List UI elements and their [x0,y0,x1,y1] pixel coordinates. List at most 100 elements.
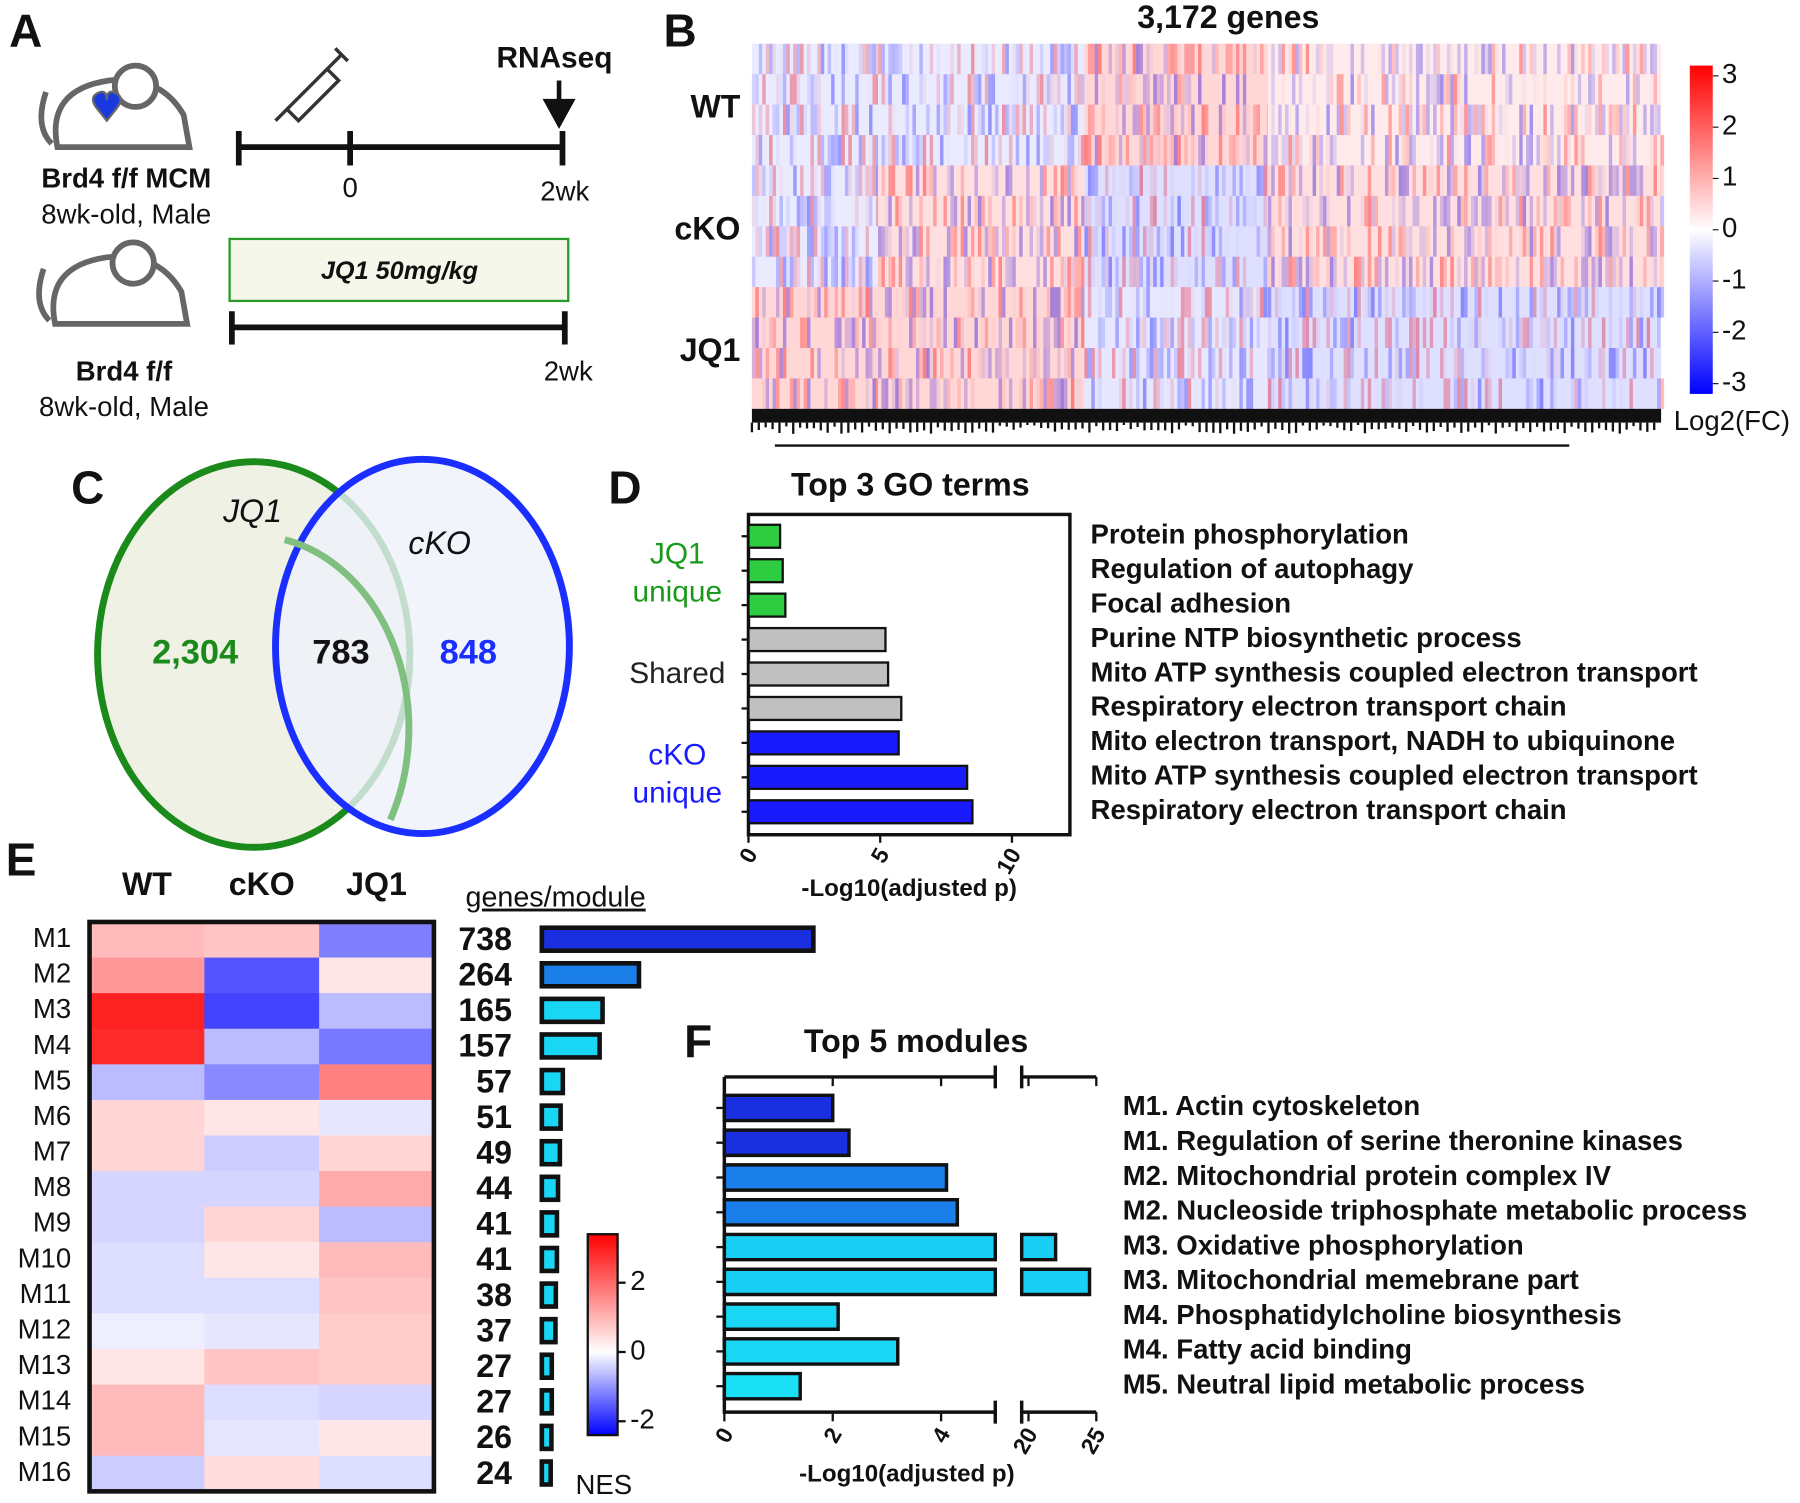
texture-strip [1522,74,1527,105]
texture-strip [1142,256,1147,288]
texture-strip [1057,317,1061,349]
texture-strip [1536,135,1541,166]
texture-strip [1309,317,1313,349]
texture-strip [1508,135,1513,166]
texture-strip [1187,317,1192,349]
texture-strip [912,226,917,257]
texture-strip [1495,287,1499,318]
texture-strip [1381,226,1386,257]
texture-strip [831,135,835,166]
texture-strip [1215,226,1219,257]
texture-strip [988,378,992,410]
texture-strip [807,195,811,227]
texture-strip [1581,74,1585,105]
texture-strip [922,165,927,197]
texture-strip [1173,104,1178,136]
texture-strip [926,43,930,75]
texture-strip [1419,317,1424,349]
texture-strip [1002,347,1006,379]
texture-strip [1443,135,1448,166]
texture-strip [1405,226,1410,257]
texture-strip [1187,256,1192,288]
texture-strip [1298,317,1303,349]
texture-strip [1433,43,1437,75]
texture-strip [895,347,899,379]
texture-strip [1608,347,1613,379]
texture-strip [1381,165,1386,197]
texture-strip [1084,43,1089,75]
texture-strip [1019,256,1023,288]
texture-strip [831,226,835,257]
chart-title: genes/module [465,882,645,914]
texture-strip [895,287,899,318]
colorbar-tick-label: 2 [630,1265,645,1296]
heatmap-cell [204,1277,320,1314]
texture-strip [1208,135,1213,166]
texture-strip [1619,74,1623,105]
texture-strip [772,135,777,166]
texture-strip [1312,378,1317,410]
texture-strip [1132,256,1137,288]
texture-strip [1167,135,1171,166]
texture-strip [971,43,975,75]
texture-strip [1381,195,1386,227]
texture-strip [1115,317,1120,349]
colorbar [1689,65,1713,394]
texture-strip [1453,287,1458,318]
texture-strip [1460,135,1465,166]
texture-strip [875,256,880,288]
texture-strip [1167,74,1171,105]
texture-strip [1626,287,1630,318]
texture-strip [1453,347,1458,379]
texture-strip [1381,347,1386,379]
texture-strip [1347,256,1351,288]
texture-strip [1029,135,1034,166]
texture-strip [1156,226,1161,257]
texture-strip [1094,195,1099,227]
texture-strip [1173,347,1178,379]
texture-strip [1622,347,1627,379]
texture-strip [1467,226,1472,257]
texture-strip [824,165,828,197]
texture-strip [1218,226,1223,257]
texture-strip [1173,165,1178,197]
texture-strip [1409,287,1413,318]
texture-strip [769,256,773,288]
texture-strip [1074,43,1079,75]
texture-strip [977,347,982,379]
texture-strip [1539,195,1544,227]
texture-strip [755,287,760,318]
texture-strip [1402,135,1406,166]
texture-strip [905,317,910,349]
texture-strip [755,104,760,136]
texture-strip [1567,378,1572,410]
texture-strip [1598,226,1603,257]
texture-strip [1215,165,1219,197]
texture-strip [1091,287,1095,318]
x-tick-label: 5 [865,843,894,867]
texture-strip [1094,43,1099,75]
texture-strip [800,165,804,197]
texture-strip [1184,317,1188,349]
texture-strip [1198,317,1202,349]
texture-strip [1409,43,1413,75]
mouse-desc: 8wk-old, Male [41,198,211,229]
texture-strip [1180,43,1185,75]
texture-strip [1022,195,1027,227]
texture-strip [1125,165,1130,197]
texture-strip [838,347,842,379]
texture-strip [1229,165,1233,197]
texture-strip [1002,317,1006,349]
texture-strip [1015,195,1020,227]
texture-strip [1125,226,1130,257]
texture-strip [984,226,989,257]
heatmap-texture [751,287,880,410]
texture-strip [824,195,828,227]
texture-strip [1391,317,1396,349]
texture-strip [1577,195,1582,227]
texture-strip [1488,165,1492,197]
texture-strip [1302,378,1306,410]
texture-strip [1626,347,1630,379]
texture-strip [998,256,1003,288]
texture-strip [946,195,951,227]
